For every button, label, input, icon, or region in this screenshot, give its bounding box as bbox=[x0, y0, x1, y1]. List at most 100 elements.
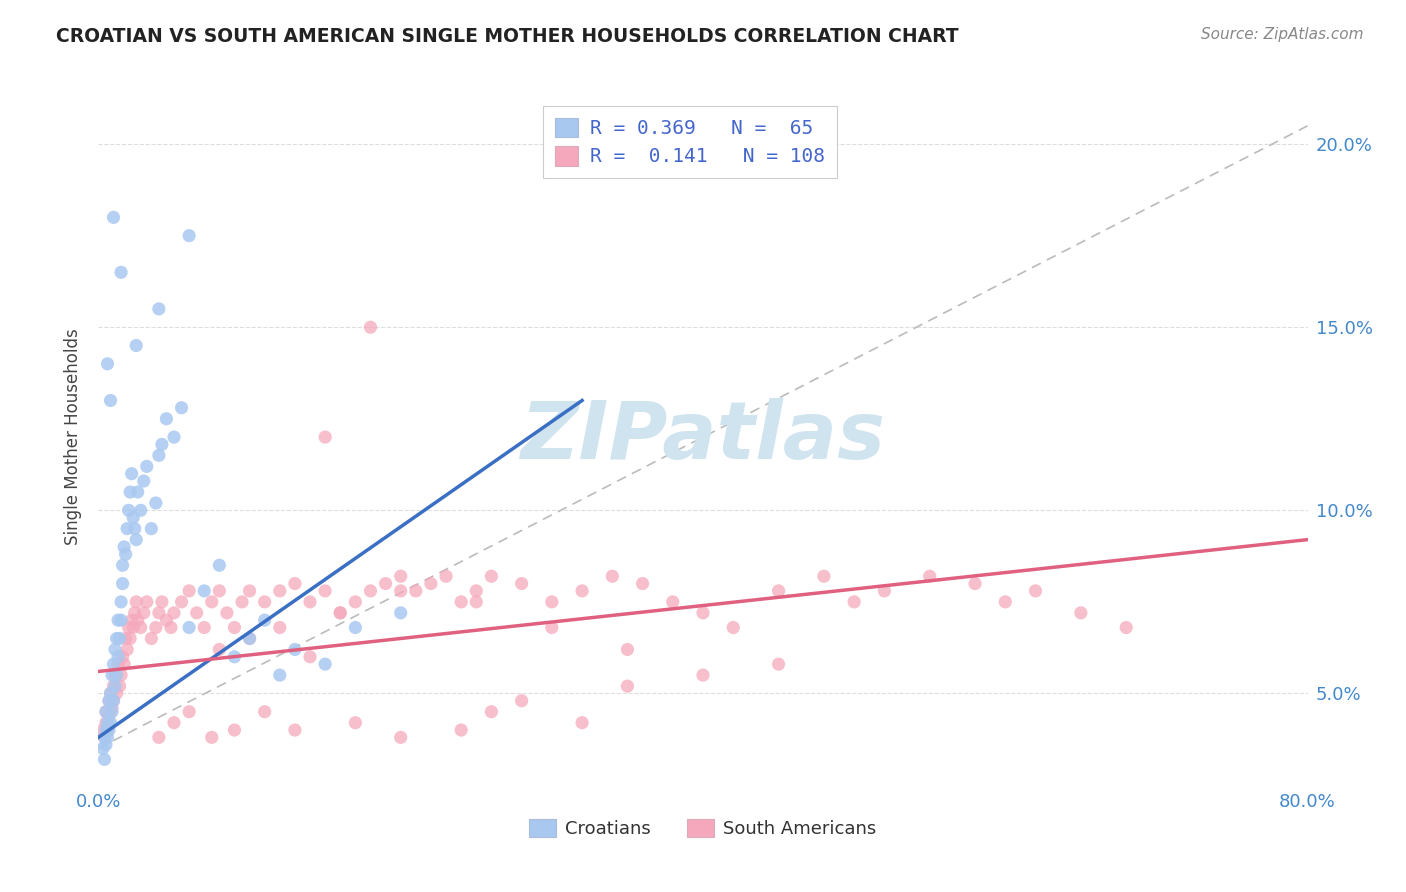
Point bbox=[239, 583, 262, 598]
Point bbox=[94, 705, 117, 719]
Point bbox=[100, 686, 122, 700]
Point bbox=[179, 705, 201, 719]
Point bbox=[299, 649, 322, 664]
Point bbox=[122, 510, 145, 524]
Point bbox=[125, 595, 148, 609]
Point bbox=[110, 265, 132, 279]
Point bbox=[179, 620, 201, 634]
Point bbox=[124, 606, 146, 620]
Point bbox=[602, 569, 624, 583]
Text: ZIPatlas: ZIPatlas bbox=[520, 398, 886, 476]
Point bbox=[215, 606, 238, 620]
Point bbox=[299, 595, 322, 609]
Point bbox=[510, 694, 533, 708]
Point bbox=[100, 715, 122, 730]
Point bbox=[118, 503, 141, 517]
Point bbox=[540, 595, 562, 609]
Point bbox=[179, 228, 201, 243]
Point bbox=[96, 357, 118, 371]
Point bbox=[108, 679, 131, 693]
Point bbox=[120, 632, 142, 646]
Point bbox=[93, 731, 115, 745]
Point bbox=[104, 679, 127, 693]
Point bbox=[98, 694, 121, 708]
Point bbox=[98, 708, 121, 723]
Point bbox=[111, 649, 134, 664]
Point bbox=[114, 632, 136, 646]
Point bbox=[193, 583, 215, 598]
Point bbox=[571, 715, 593, 730]
Point bbox=[145, 620, 167, 634]
Point bbox=[103, 657, 125, 672]
Point bbox=[105, 686, 128, 700]
Point bbox=[768, 657, 790, 672]
Point bbox=[135, 595, 157, 609]
Point bbox=[125, 338, 148, 352]
Point bbox=[120, 485, 142, 500]
Point bbox=[284, 576, 307, 591]
Point bbox=[127, 485, 149, 500]
Point bbox=[115, 522, 138, 536]
Point bbox=[253, 613, 276, 627]
Point bbox=[94, 723, 117, 737]
Point bbox=[101, 701, 124, 715]
Legend: Croatians, South Americans: Croatians, South Americans bbox=[522, 812, 884, 846]
Point bbox=[141, 522, 163, 536]
Point bbox=[148, 449, 170, 463]
Point bbox=[107, 649, 129, 664]
Point bbox=[201, 731, 224, 745]
Point bbox=[160, 620, 183, 634]
Point bbox=[465, 583, 488, 598]
Point bbox=[125, 533, 148, 547]
Point bbox=[434, 569, 457, 583]
Point bbox=[360, 320, 382, 334]
Point bbox=[389, 731, 412, 745]
Point bbox=[768, 583, 790, 598]
Point bbox=[107, 613, 129, 627]
Point bbox=[104, 642, 127, 657]
Point bbox=[155, 613, 177, 627]
Point bbox=[111, 576, 134, 591]
Point bbox=[239, 632, 262, 646]
Point bbox=[93, 752, 115, 766]
Point bbox=[94, 715, 117, 730]
Point bbox=[389, 583, 412, 598]
Point bbox=[100, 393, 122, 408]
Point bbox=[616, 642, 638, 657]
Point bbox=[104, 668, 127, 682]
Point bbox=[110, 668, 132, 682]
Point bbox=[208, 583, 231, 598]
Y-axis label: Single Mother Households: Single Mother Households bbox=[65, 329, 83, 545]
Point bbox=[994, 595, 1017, 609]
Point bbox=[105, 668, 128, 682]
Point bbox=[103, 694, 125, 708]
Point bbox=[103, 679, 125, 693]
Point bbox=[170, 401, 193, 415]
Point bbox=[121, 613, 143, 627]
Point bbox=[100, 686, 122, 700]
Point bbox=[114, 547, 136, 561]
Point bbox=[450, 723, 472, 737]
Point bbox=[344, 715, 367, 730]
Point bbox=[148, 731, 170, 745]
Point bbox=[107, 657, 129, 672]
Point bbox=[420, 576, 443, 591]
Point bbox=[481, 705, 503, 719]
Point bbox=[110, 613, 132, 627]
Point bbox=[96, 731, 118, 745]
Point bbox=[631, 576, 654, 591]
Point bbox=[155, 411, 177, 425]
Point bbox=[103, 211, 125, 225]
Point bbox=[163, 430, 186, 444]
Point bbox=[344, 595, 367, 609]
Point bbox=[110, 595, 132, 609]
Point bbox=[389, 606, 412, 620]
Point bbox=[224, 620, 246, 634]
Point bbox=[231, 595, 253, 609]
Point bbox=[965, 576, 987, 591]
Point bbox=[723, 620, 745, 634]
Point bbox=[150, 437, 173, 451]
Point bbox=[269, 620, 291, 634]
Text: Source: ZipAtlas.com: Source: ZipAtlas.com bbox=[1201, 27, 1364, 42]
Point bbox=[121, 467, 143, 481]
